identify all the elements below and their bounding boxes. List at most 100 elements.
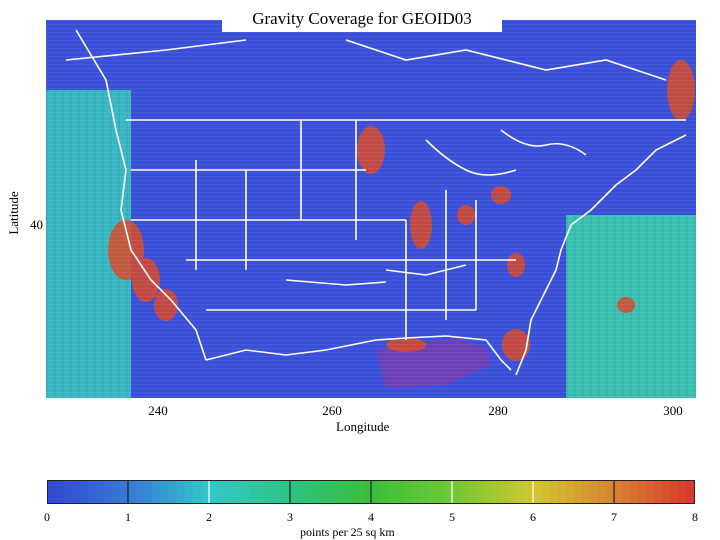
colorbar-cell bbox=[443, 480, 453, 504]
colorbar-cell bbox=[524, 480, 534, 504]
colorbar-cell bbox=[176, 480, 186, 504]
x-tick-label: 260 bbox=[322, 403, 342, 418]
colorbar-cell bbox=[298, 480, 307, 504]
colorbar-tick: 0 bbox=[44, 510, 50, 524]
colorbar-label: points per 25 sq km bbox=[300, 525, 395, 539]
colorbar-cell bbox=[257, 480, 267, 504]
colorbar-cell bbox=[200, 480, 210, 504]
colorbar-cell bbox=[500, 480, 510, 504]
colorbar-cell bbox=[646, 480, 656, 504]
colorbar-cell bbox=[241, 480, 251, 504]
colorbar-cell bbox=[403, 480, 413, 504]
colorbar-cell bbox=[128, 480, 137, 504]
colorbar-cell bbox=[435, 480, 445, 504]
colorbar-cell bbox=[79, 480, 89, 504]
colorbar-cell bbox=[460, 480, 469, 504]
colorbar-tick: 2 bbox=[206, 510, 212, 524]
map-canvas bbox=[46, 20, 696, 398]
colorbar-cell bbox=[533, 480, 542, 504]
colorbar-cell bbox=[614, 480, 623, 504]
gravity-coverage-map bbox=[46, 20, 696, 398]
colorbar-cell bbox=[557, 480, 566, 504]
colorbar-cell bbox=[541, 480, 550, 504]
colorbar-cell bbox=[589, 480, 599, 504]
colorbar-cell bbox=[249, 480, 259, 504]
colorbar-cell bbox=[508, 480, 518, 504]
colorbar-cell bbox=[217, 480, 226, 504]
colorbar-cell bbox=[47, 480, 56, 504]
colorbar-cell bbox=[622, 480, 631, 504]
map-title: Gravity Coverage for GEOID03 bbox=[222, 6, 502, 32]
colorbar-tick: 8 bbox=[692, 510, 698, 524]
colorbar-cell bbox=[686, 480, 696, 504]
x-tick-label: 300 bbox=[663, 403, 683, 418]
colorbar-cell bbox=[638, 480, 647, 504]
colorbar-cell bbox=[63, 480, 72, 504]
colorbar-cell bbox=[654, 480, 664, 504]
colorbar-cell bbox=[314, 480, 323, 504]
colorbar-cell bbox=[630, 480, 639, 504]
colorbar-cell bbox=[152, 480, 161, 504]
colorbar-cell bbox=[605, 480, 615, 504]
colorbar-cell bbox=[597, 480, 607, 504]
colorbar-cell bbox=[476, 480, 485, 504]
colorbar-cell bbox=[678, 480, 688, 504]
x-tick-label: 280 bbox=[488, 403, 508, 418]
colorbar-cell bbox=[330, 480, 340, 504]
colorbar-cell bbox=[379, 480, 388, 504]
colorbar-cell bbox=[492, 480, 502, 504]
x-tick-label: 240 bbox=[148, 403, 168, 418]
colorbar-tick: 1 bbox=[125, 510, 131, 524]
colorbar-cell bbox=[144, 480, 153, 504]
colorbar-cell bbox=[565, 480, 575, 504]
colorbar-cell bbox=[362, 480, 372, 504]
colorbar-cell bbox=[192, 480, 202, 504]
colorbar-cell bbox=[209, 480, 218, 504]
y-tick-label: 40 bbox=[30, 217, 43, 232]
colorbar-cell bbox=[371, 480, 380, 504]
colorbar-cell bbox=[338, 480, 348, 504]
colorbar-cell bbox=[136, 480, 145, 504]
colorbar-cell bbox=[354, 480, 364, 504]
colorbar-cell bbox=[103, 480, 113, 504]
colorbar-tick: 3 bbox=[287, 510, 293, 524]
colorbar-cell bbox=[468, 480, 477, 504]
colorbar-cell bbox=[346, 480, 356, 504]
colorbar-cell bbox=[87, 480, 97, 504]
colorbar-cell bbox=[184, 480, 194, 504]
colorbar-cell bbox=[452, 480, 461, 504]
colorbar-cell bbox=[290, 480, 299, 504]
y-axis-label: Latitude bbox=[6, 191, 21, 235]
colorbar-cell bbox=[427, 480, 437, 504]
colorbar-cell bbox=[322, 480, 332, 504]
colorbar-cell bbox=[168, 480, 178, 504]
colorbar-cell bbox=[411, 480, 421, 504]
colorbar-cell bbox=[160, 480, 170, 504]
colorbar-cell bbox=[662, 480, 672, 504]
colorbar-tick: 4 bbox=[368, 510, 374, 524]
colorbar-border bbox=[47, 480, 695, 504]
colorbar-tick: 6 bbox=[530, 510, 536, 524]
colorbar-cell bbox=[419, 480, 429, 504]
colorbar-cell bbox=[71, 480, 80, 504]
colorbar-cell bbox=[573, 480, 583, 504]
colorbar-cell bbox=[95, 480, 105, 504]
x-axis-label: Longitude bbox=[336, 419, 390, 434]
colorbar-cell bbox=[111, 480, 121, 504]
colorbar-cell bbox=[306, 480, 315, 504]
colorbar-cell bbox=[395, 480, 404, 504]
colorbar-cell bbox=[516, 480, 526, 504]
colorbar-cell bbox=[233, 480, 242, 504]
colorbar-cell bbox=[119, 480, 129, 504]
colorbar-cell bbox=[55, 480, 64, 504]
colorbar-cell bbox=[281, 480, 291, 504]
boundary-lines bbox=[65, 29, 687, 376]
colorbar-cell bbox=[225, 480, 234, 504]
colorbar-tick: 7 bbox=[611, 510, 617, 524]
colorbar bbox=[46, 480, 696, 504]
colorbar-cell bbox=[581, 480, 591, 504]
colorbar-cell bbox=[387, 480, 396, 504]
colorbar-cell bbox=[670, 480, 680, 504]
colorbar-tick: 5 bbox=[449, 510, 455, 524]
colorbar-cell bbox=[484, 480, 494, 504]
